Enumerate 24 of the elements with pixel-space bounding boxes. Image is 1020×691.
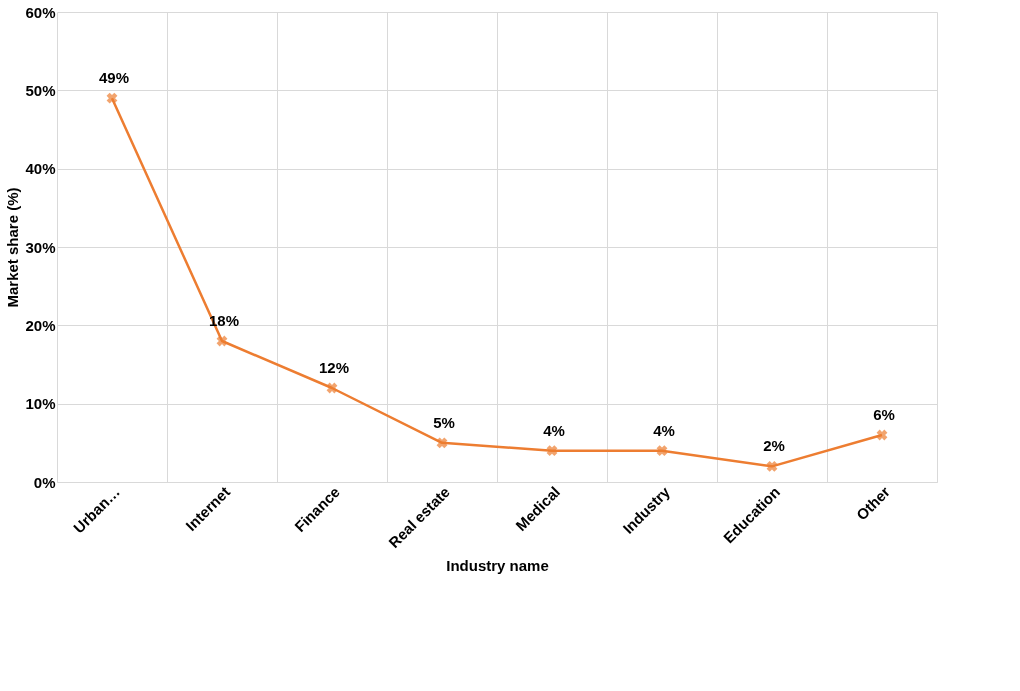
y-tick-label: 10% [25, 395, 56, 413]
y-axis-title: Market share (%) [4, 187, 22, 308]
point [766, 460, 778, 472]
point [546, 445, 558, 457]
point [436, 437, 448, 449]
point [656, 445, 668, 457]
y-tick-label: 50% [25, 81, 56, 99]
y-tick-label: 20% [25, 316, 56, 334]
data-label: 49% [98, 69, 130, 87]
data-label: 4% [543, 421, 565, 439]
point [106, 92, 118, 104]
y-tick-label: 60% [25, 3, 56, 21]
y-tick-label: 40% [25, 160, 56, 178]
data-label: 4% [653, 421, 675, 439]
point [326, 382, 338, 394]
data-label: 5% [433, 413, 455, 431]
data-label: 12% [318, 359, 350, 376]
point [876, 429, 888, 441]
point [216, 335, 228, 347]
y-tick-label: 0% [33, 473, 56, 491]
data-label: 2% [763, 437, 785, 455]
y-tick-label: 30% [25, 238, 56, 256]
x-axis-title: Industry name [446, 557, 549, 575]
data-label: 6% [873, 406, 895, 423]
